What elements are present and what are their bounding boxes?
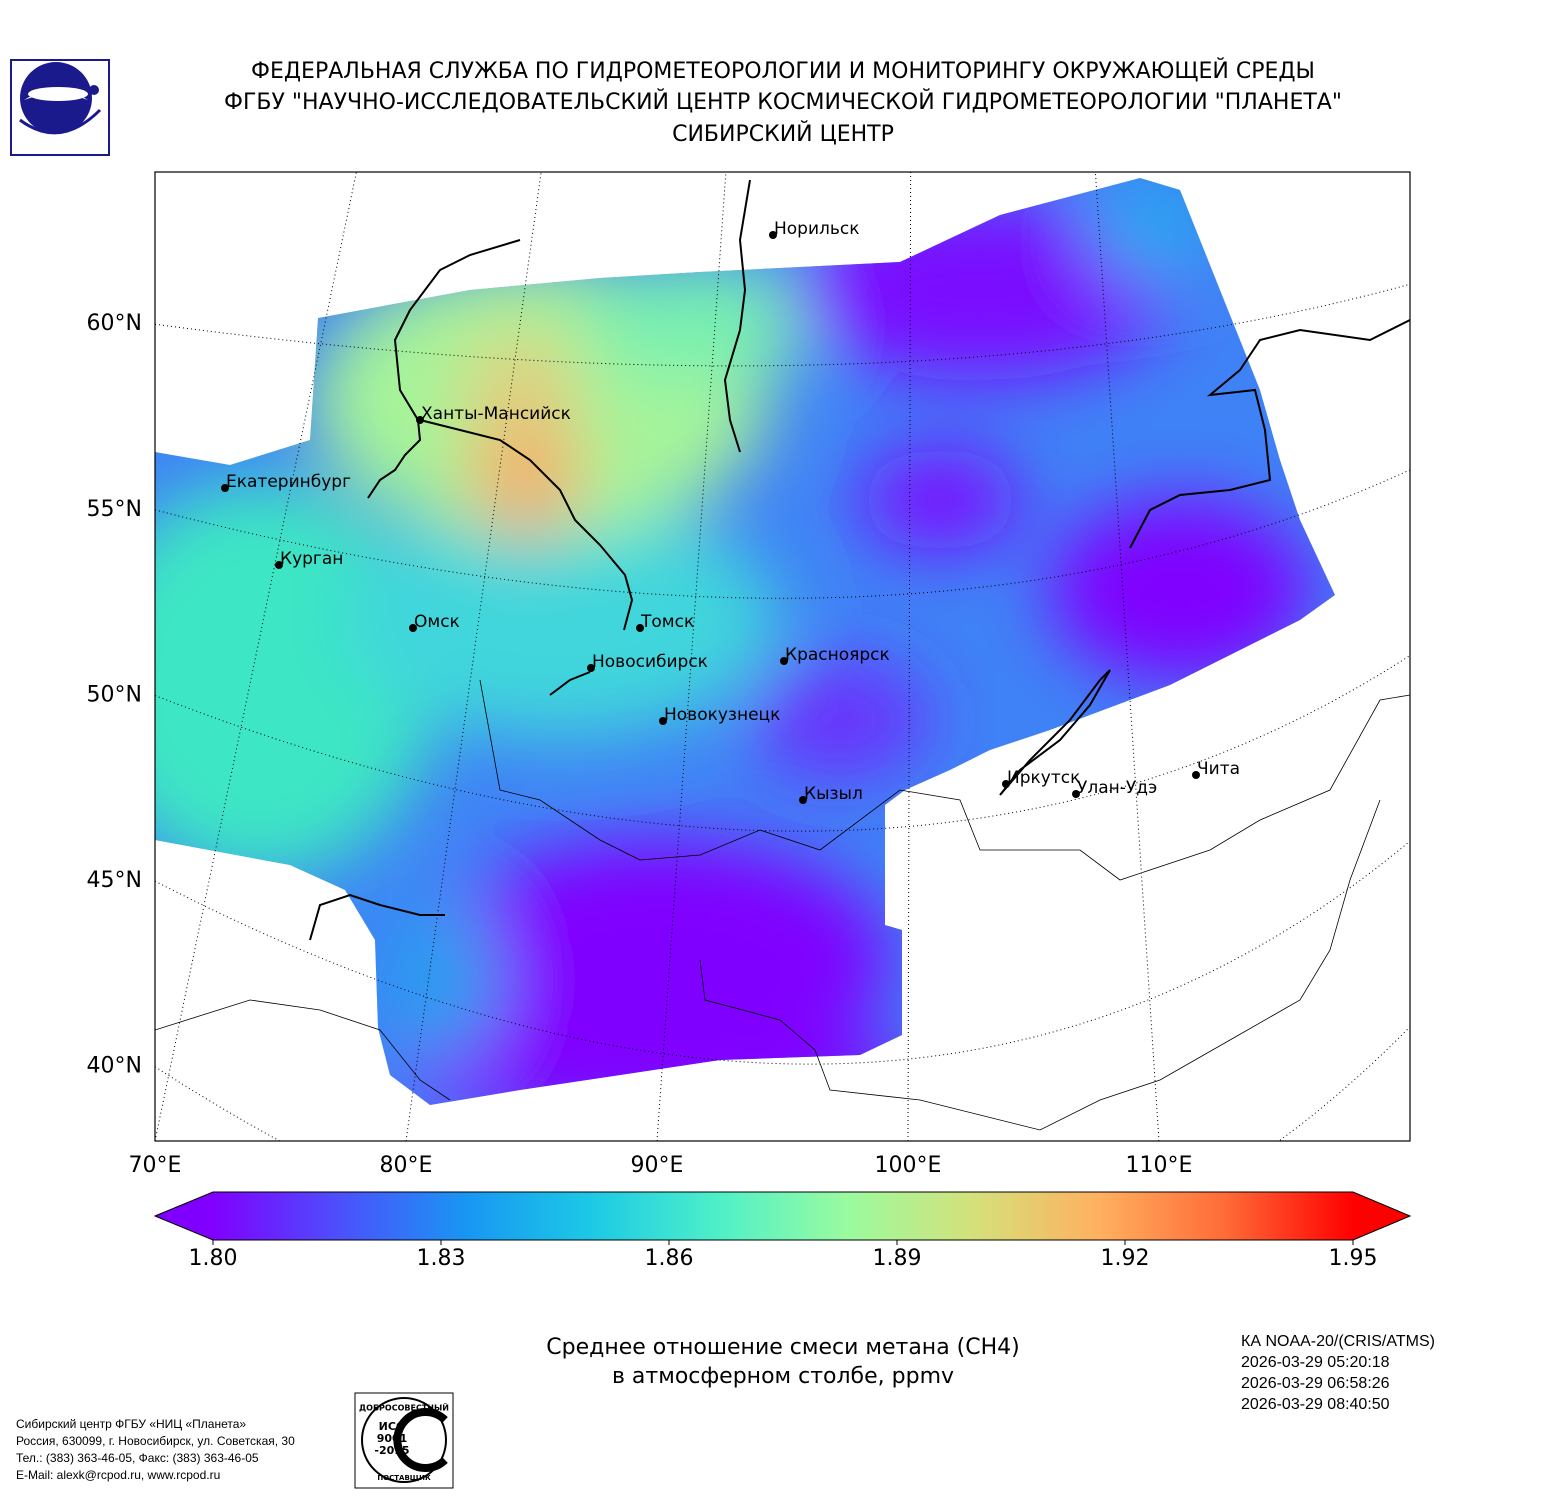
city-dot (587, 664, 595, 672)
colorbar-tick-label: 1.95 (1329, 1246, 1378, 1271)
header: ФЕДЕРАЛЬНАЯ СЛУЖБА ПО ГИДРОМЕТЕОРОЛОГИИ … (224, 58, 1342, 147)
river-lena (1129, 319, 1410, 549)
colorbar-tick-label: 1.80 (189, 1246, 238, 1271)
city-dot (1072, 790, 1080, 798)
iso-logo: ДОБРОСОВЕСТНЫЙ ИСО 9001 -2015 ПОСТАВЩИК (354, 1392, 454, 1489)
iso-line: ИСО (379, 1420, 406, 1433)
border (699, 799, 1381, 1131)
lon-tick-label: 110°E (1126, 1153, 1193, 1178)
city-label: Ханты-Мансийск (421, 404, 571, 424)
cities: Норильск Ханты-Мансийск Екатеринбург Курган… (221, 219, 1240, 804)
colorbar-extend-min (155, 1192, 213, 1240)
colorbar: 1.80 1.83 1.86 1.89 1.92 1.95 (153, 1191, 1412, 1271)
iso-top: ДОБРОСОВЕСТНЫЙ (359, 1402, 449, 1413)
graticule (155, 172, 1410, 1141)
parallel (155, 840, 1410, 1065)
river-ob (367, 239, 521, 499)
city-label: Омск (414, 612, 460, 632)
header-line: СИБИРСКИЙ ЦЕНТР (672, 121, 894, 147)
border (479, 679, 1410, 881)
city-dot (416, 416, 424, 424)
lat-tick-label: 55°N (87, 497, 142, 522)
city-dot (780, 657, 788, 665)
colorbar-tick-label: 1.92 (1101, 1246, 1150, 1271)
lat-tick-label: 45°N (87, 868, 142, 893)
map-ticks: 60°N 55°N 50°N 45°N 40°N 70°E 80°E 90°E 100°E 110… (87, 311, 1193, 1178)
colorbar-body (213, 1192, 1353, 1240)
lat-tick-label: 40°N (87, 1054, 142, 1079)
lat-tick-label: 50°N (87, 682, 142, 707)
colorbar-extend-max (1353, 1192, 1410, 1240)
logo (10, 59, 110, 156)
city-label: Томск (640, 612, 694, 632)
lon-tick-label: 80°E (380, 1153, 433, 1178)
lake-baikal (999, 669, 1111, 796)
satellite-line: 2026-03-29 08:40:50 (1241, 1396, 1390, 1413)
city-dot (636, 624, 644, 632)
geography (155, 179, 1410, 1131)
city-dot (799, 796, 807, 804)
city-label: Курган (280, 549, 343, 569)
aral-coast (309, 893, 445, 941)
parallel (155, 283, 1410, 367)
city-dot (769, 231, 777, 239)
iso-bottom: ПОСТАВЩИК (377, 1474, 431, 1482)
meridian (155, 172, 357, 1141)
footer: Сибирский центр ФГБУ «НИЦ «Планета» Росс… (16, 1417, 295, 1482)
lon-tick-label: 70°E (129, 1153, 182, 1178)
city-label: Новосибирск (592, 652, 708, 672)
lon-tick-label: 100°E (875, 1153, 942, 1178)
satellite-line: 2026-03-29 06:58:26 (1241, 1375, 1390, 1392)
city-dot (409, 624, 417, 632)
iso-line: -2015 (374, 1444, 409, 1457)
methane-field (155, 178, 1335, 1105)
satellite-line: 2026-03-29 05:20:18 (1241, 1354, 1390, 1371)
city-label: Новокузнецк (664, 705, 780, 725)
city-dot (221, 484, 229, 492)
river-ob-upper (549, 671, 591, 696)
footer-line: Тел.: (383) 363-46-05, Факс: (383) 363-4… (16, 1451, 259, 1465)
city-label: Екатеринбург (226, 472, 351, 492)
city-label: Чита (1197, 759, 1240, 779)
border (155, 999, 451, 1101)
parallel (155, 1026, 1410, 1141)
parallel (155, 655, 1410, 832)
satellite-info: КА NOAA-20/(CRIS/ATMS) 2026-03-29 05:20:… (1241, 1333, 1435, 1413)
city-dot (1002, 780, 1010, 788)
footer-line: Сибирский центр ФГБУ «НИЦ «Планета» (16, 1417, 246, 1431)
city-label: Кызыл (804, 784, 863, 804)
city-label: Иркутск (1007, 768, 1080, 788)
colorbar-tick-label: 1.86 (645, 1246, 694, 1271)
city-label: Норильск (774, 219, 860, 239)
city-label: Красноярск (785, 645, 890, 665)
footer-line: Россия, 630099, г. Новосибирск, ул. Сове… (16, 1434, 295, 1448)
city-label: Улан-Удэ (1077, 778, 1157, 798)
caption: Среднее отношение смеси метана (CH4) в а… (546, 1335, 1019, 1389)
city-dot (1192, 771, 1200, 779)
header-line: ФГБУ "НАУЧНО-ИССЛЕДОВАТЕЛЬСКИЙ ЦЕНТР КОС… (224, 89, 1342, 115)
lon-tick-label: 90°E (631, 1153, 684, 1178)
parallel (155, 469, 1410, 599)
lat-tick-label: 60°N (87, 311, 142, 336)
colorbar-tick-label: 1.83 (417, 1246, 466, 1271)
colorbar-tick-label: 1.89 (873, 1246, 922, 1271)
satellite-line: КА NOAA-20/(CRIS/ATMS) (1241, 1333, 1435, 1350)
header-line: ФЕДЕРАЛЬНАЯ СЛУЖБА ПО ГИДРОМЕТЕОРОЛОГИИ … (251, 58, 1315, 84)
caption-line: Среднее отношение смеси метана (CH4) (546, 1335, 1019, 1360)
iso-line: 9001 (377, 1432, 408, 1445)
footer-line: E-Mail: alexk@rcpod.ru, www.rcpod.ru (16, 1468, 220, 1482)
river-irtysh (419, 419, 634, 631)
map: Норильск Ханты-Мансийск Екатеринбург Курган… (87, 171, 1411, 1178)
caption-line: в атмосферном столбе, ppmv (612, 1364, 954, 1389)
city-dot (275, 561, 283, 569)
city-dot (659, 717, 667, 725)
river-yenisei (723, 179, 751, 453)
map-frame (154, 171, 1411, 1142)
